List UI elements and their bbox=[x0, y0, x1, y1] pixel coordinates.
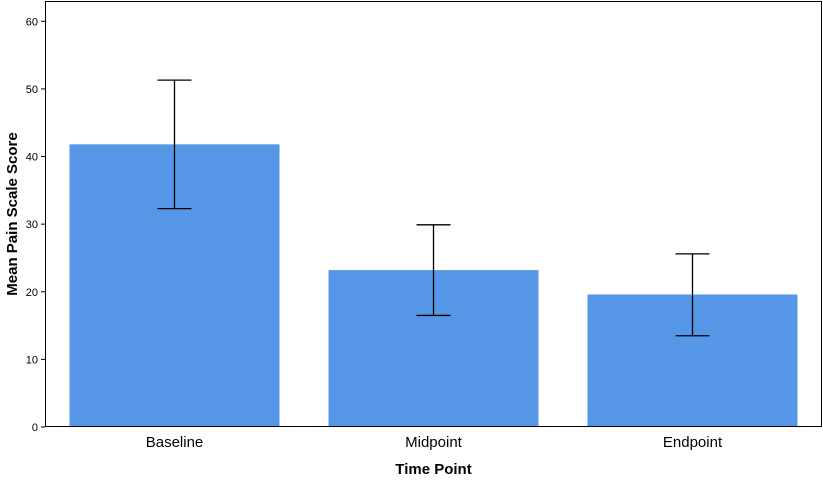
error-bars-layer bbox=[157, 79, 710, 337]
x-tick-label: Endpoint bbox=[663, 434, 723, 451]
y-axis-ticks: 0 10 20 30 40 50 60 bbox=[26, 16, 45, 434]
x-axis-title: Time Point bbox=[395, 461, 471, 478]
y-tick-label: 60 bbox=[26, 16, 38, 28]
y-tick-label: 40 bbox=[26, 152, 38, 164]
x-axis-ticks: Baseline Midpoint Endpoint bbox=[146, 434, 723, 451]
y-axis-title: Mean Pain Scale Score bbox=[4, 132, 21, 295]
y-tick-label: 0 bbox=[32, 422, 38, 434]
y-tick-label: 30 bbox=[26, 219, 38, 231]
x-tick-label: Midpoint bbox=[405, 434, 463, 451]
y-tick-label: 50 bbox=[26, 84, 38, 96]
y-tick-label: 20 bbox=[26, 287, 38, 299]
x-tick-label: Baseline bbox=[146, 434, 204, 451]
plot-frame bbox=[45, 1, 822, 427]
y-tick-label: 10 bbox=[26, 354, 38, 366]
